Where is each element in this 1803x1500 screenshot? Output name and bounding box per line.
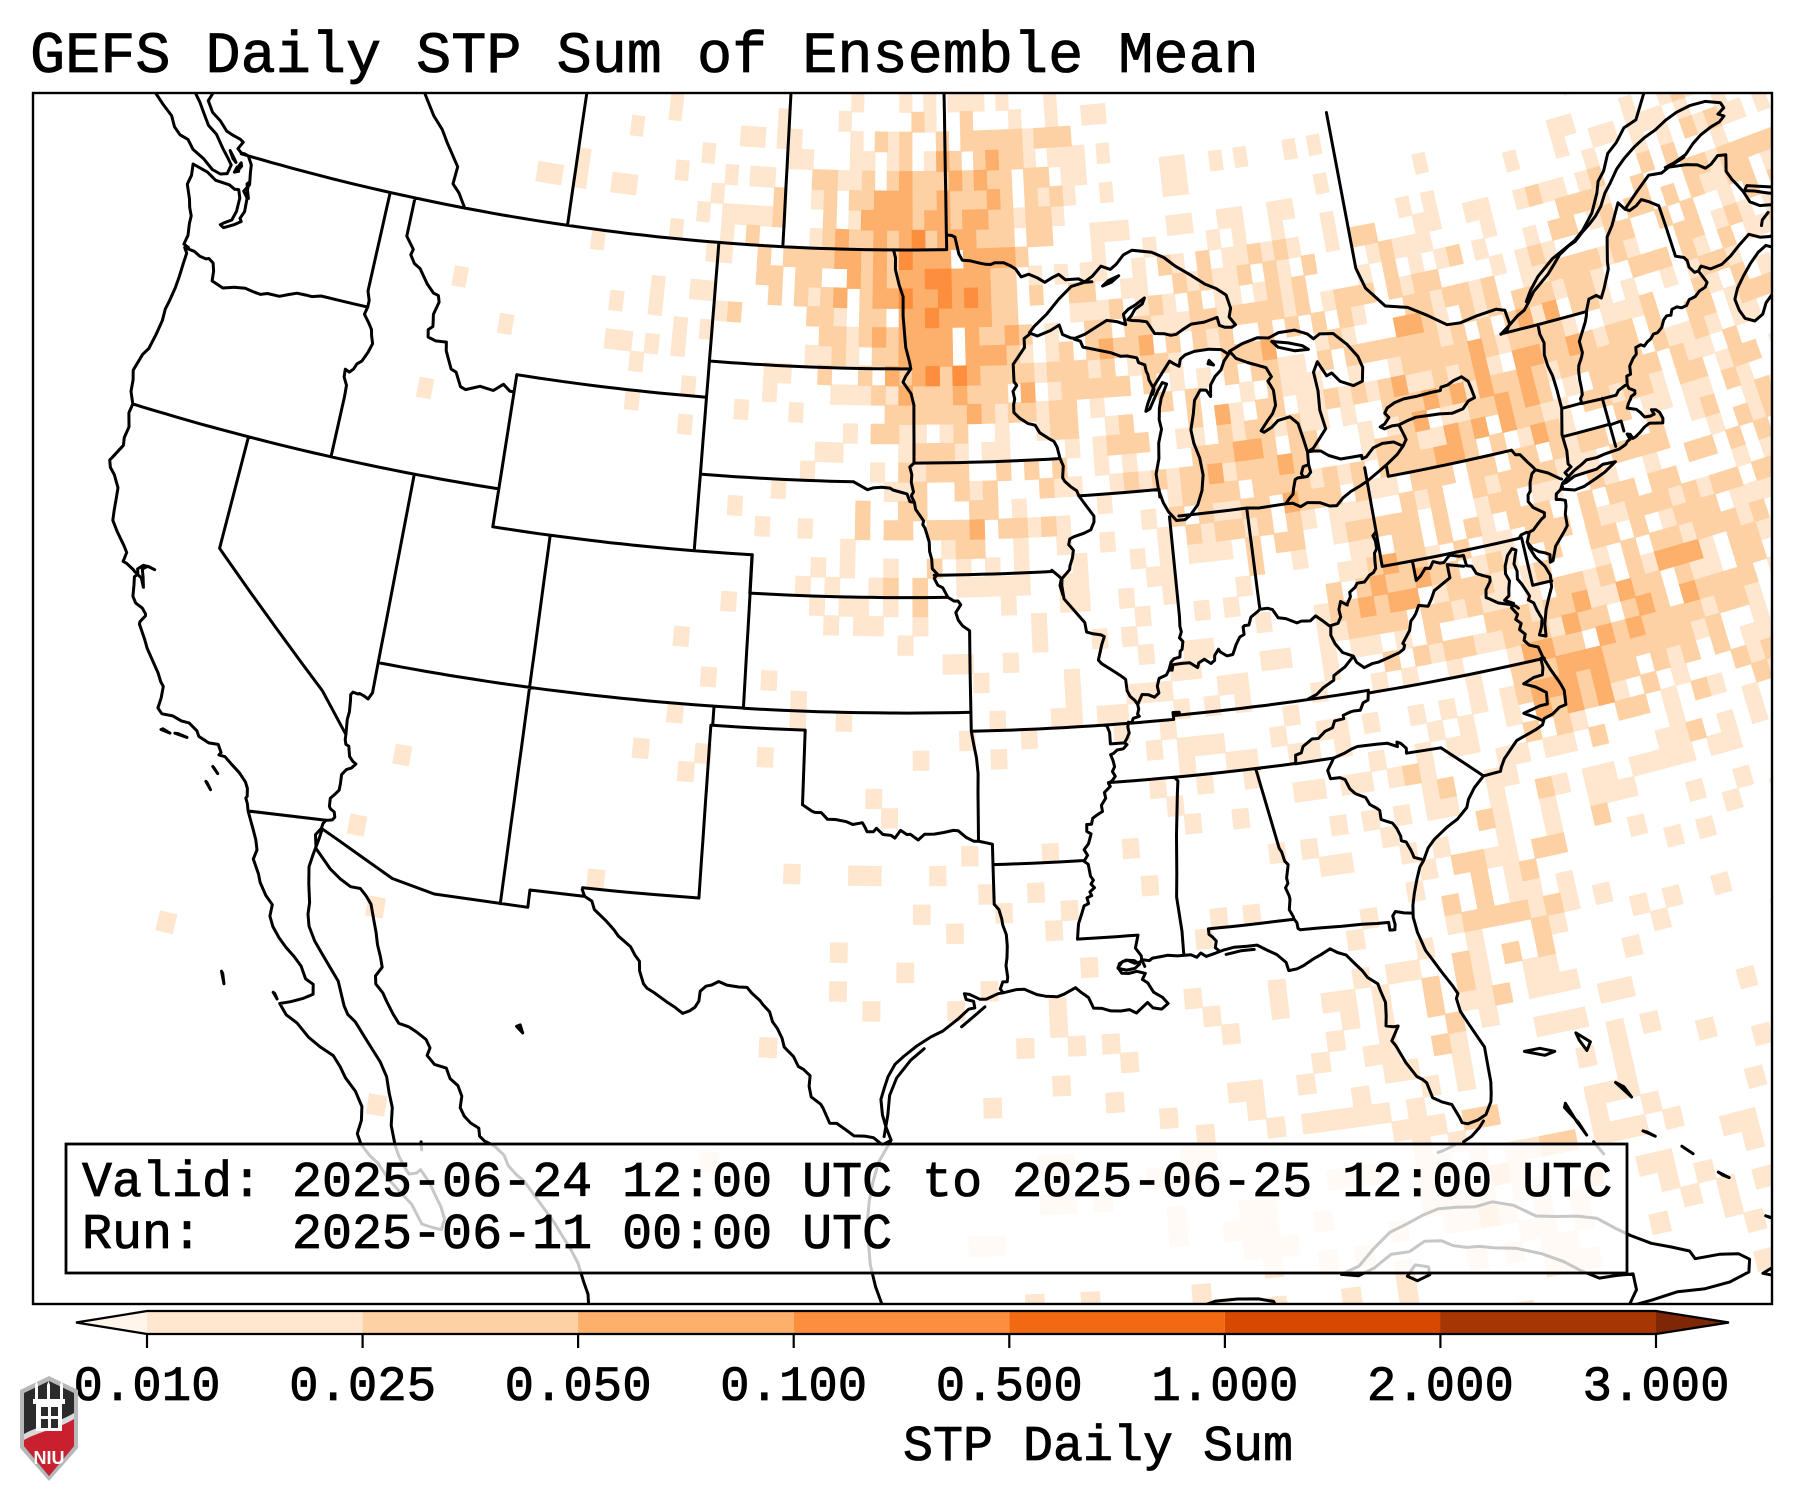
svg-text:0.100: 0.100	[720, 1359, 867, 1415]
svg-text:2.000: 2.000	[1367, 1359, 1514, 1415]
svg-text:0.025: 0.025	[289, 1359, 436, 1415]
svg-text:Valid: 2025-06-24 12:00 UTC to: Valid: 2025-06-24 12:00 UTC to 2025-06-2…	[82, 1155, 1612, 1212]
svg-text:GEFS Daily STP Sum of Ensemble: GEFS Daily STP Sum of Ensemble Mean	[30, 23, 1259, 90]
svg-text:0.500: 0.500	[936, 1359, 1083, 1415]
svg-text:0.010: 0.010	[73, 1359, 220, 1415]
svg-text:Run: 2025-06-11 00:00 UTC: Run: 2025-06-11 00:00 UTC	[82, 1207, 892, 1264]
svg-text:0.050: 0.050	[505, 1359, 652, 1415]
svg-text:NIU: NIU	[34, 1448, 65, 1468]
svg-text:STP Daily Sum: STP Daily Sum	[903, 1419, 1293, 1476]
svg-text:1.000: 1.000	[1151, 1359, 1298, 1415]
svg-text:3.000: 3.000	[1582, 1359, 1729, 1415]
